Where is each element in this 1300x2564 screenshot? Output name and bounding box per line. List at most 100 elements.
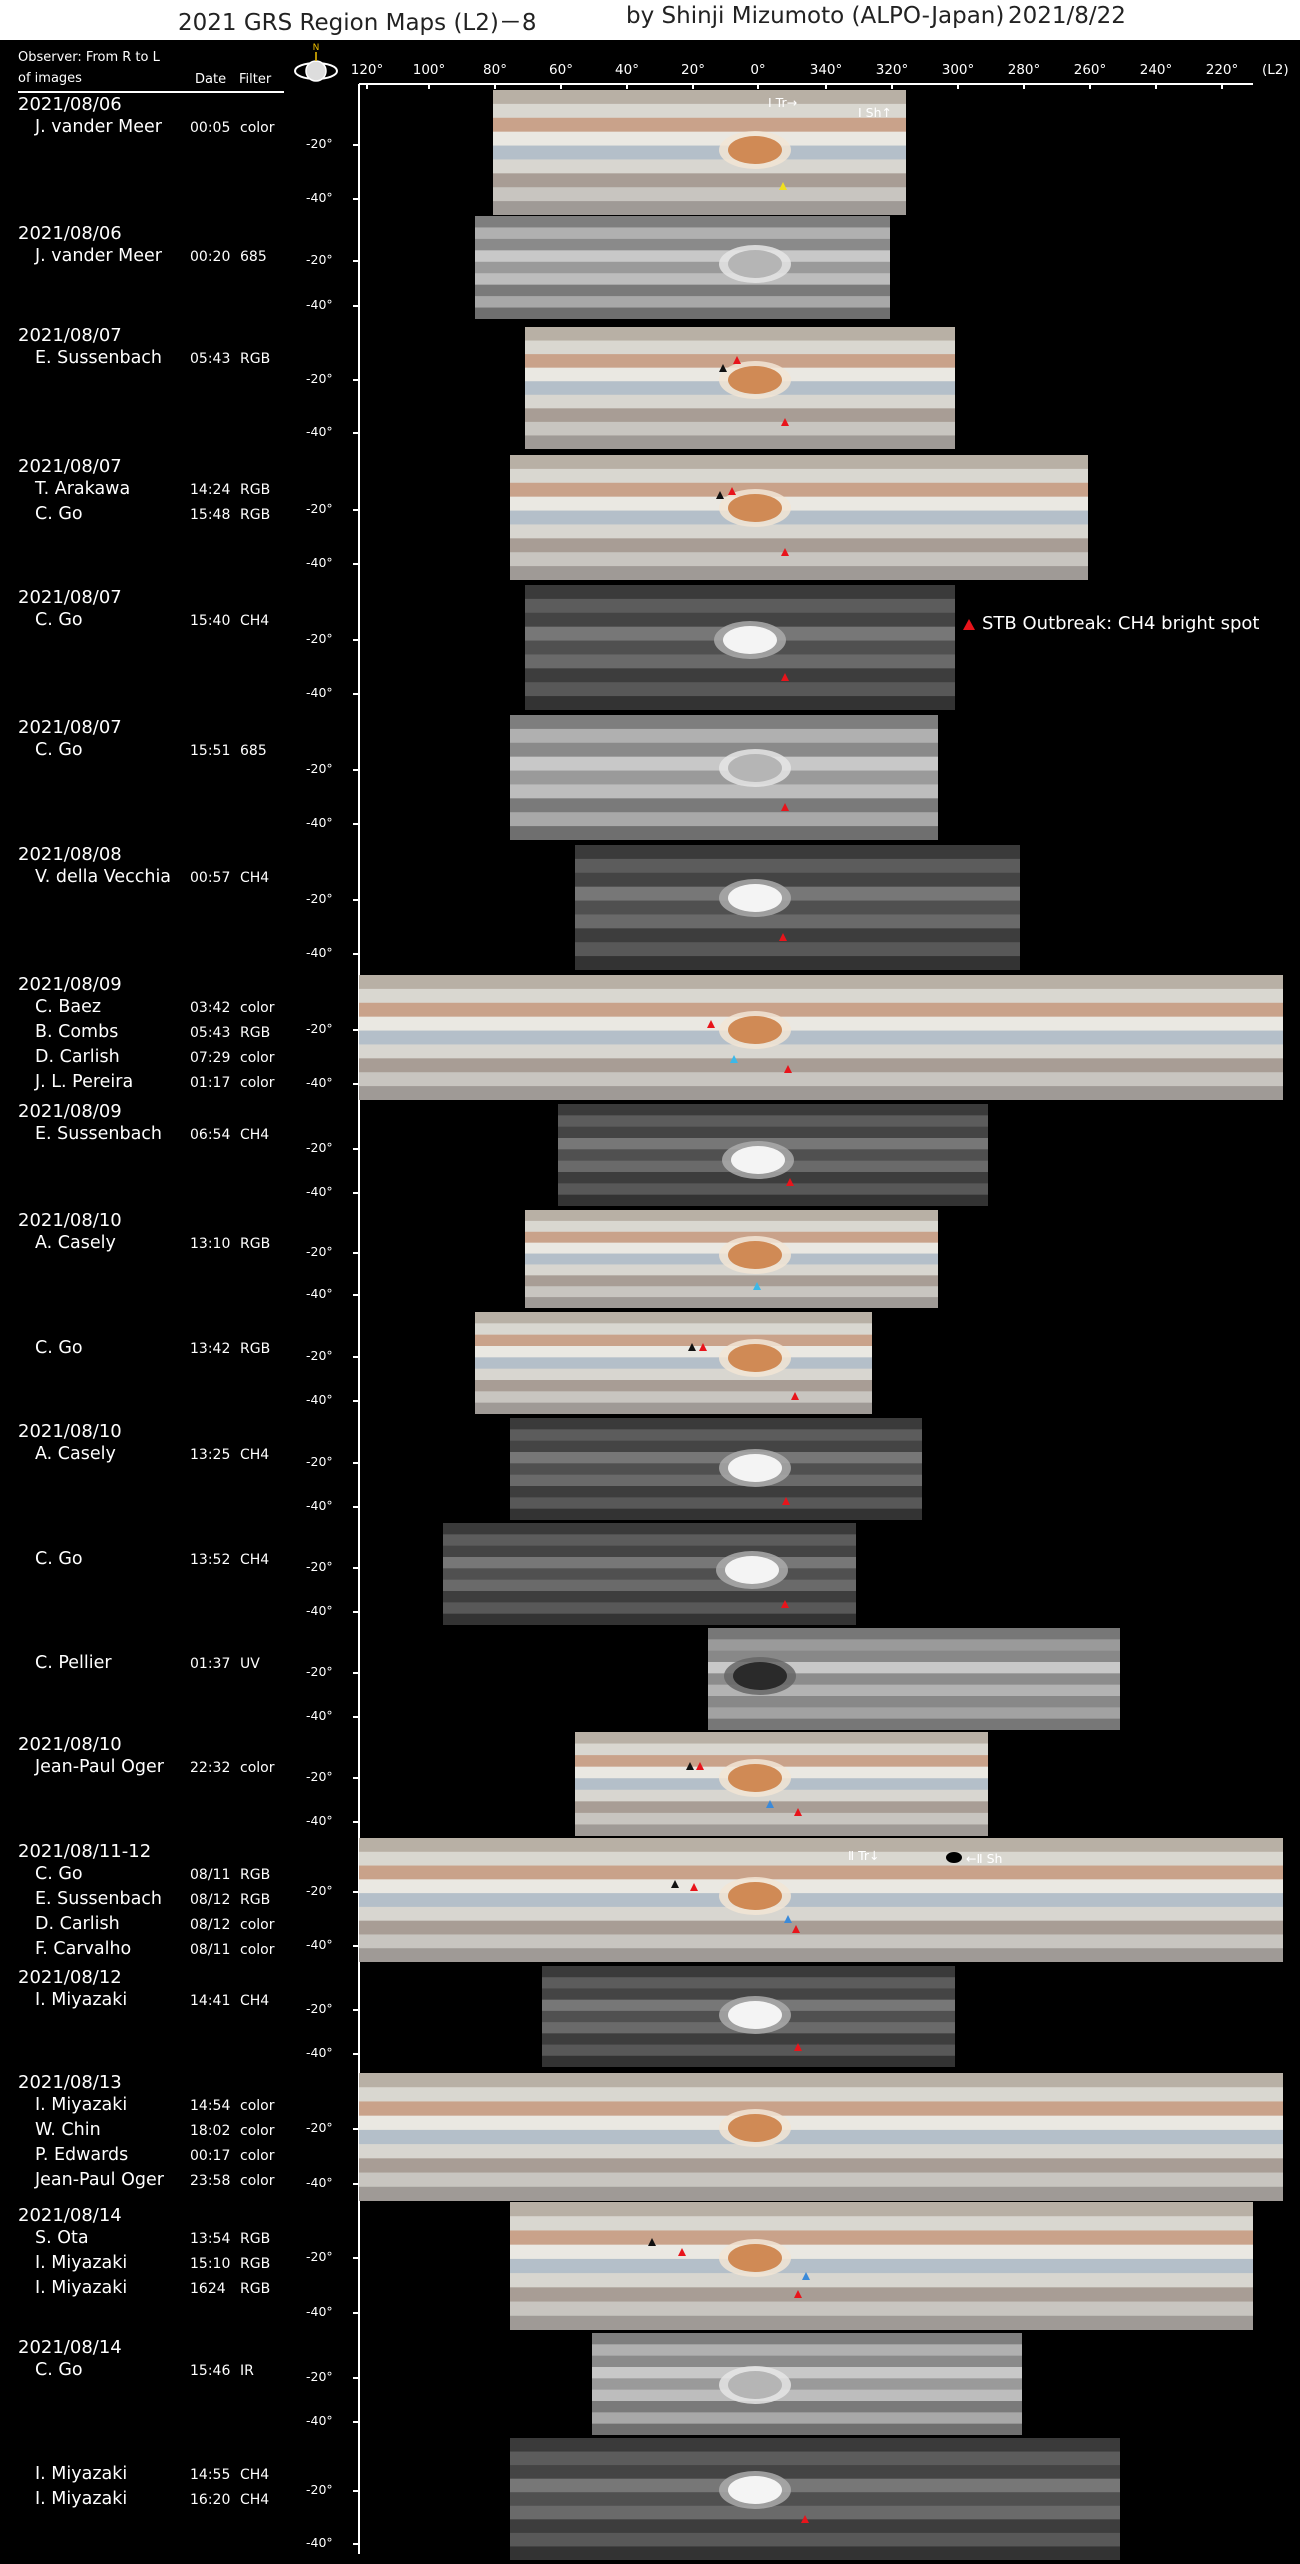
spot-marker-icon bbox=[696, 1762, 704, 1770]
latitude-tick bbox=[353, 2257, 359, 2259]
panel-date: 2021/08/09 bbox=[18, 1101, 122, 1122]
latitude-label: -40° bbox=[306, 685, 333, 700]
longitude-unit: (L2) bbox=[1262, 62, 1289, 78]
header-bar: 2021 GRS Region Maps (L2)－8 by Shinji Mi… bbox=[0, 0, 1300, 40]
latitude-label: -20° bbox=[306, 2369, 333, 2384]
jupiter-strip-image bbox=[510, 455, 1088, 580]
spot-marker-icon bbox=[781, 803, 789, 811]
latitude-label: -40° bbox=[306, 190, 333, 205]
spot-marker-icon bbox=[716, 491, 724, 499]
latitude-label: -20° bbox=[306, 2001, 333, 2016]
panel-date: 2021/08/08 bbox=[18, 844, 122, 865]
spot-marker-icon bbox=[753, 1282, 761, 1290]
jupiter-strip-image bbox=[359, 975, 1283, 1100]
observation-time: 06:54 bbox=[190, 1127, 231, 1143]
longitude-tick-label: 120° bbox=[350, 62, 384, 78]
latitude-tick bbox=[353, 379, 359, 381]
jupiter-strip-image bbox=[510, 2202, 1253, 2330]
latitude-tick bbox=[353, 1356, 359, 1358]
observer-name: I. Miyazaki bbox=[35, 2253, 128, 2273]
spot-marker-icon bbox=[728, 487, 736, 495]
panel-date: 2021/08/10 bbox=[18, 1734, 122, 1755]
latitude-tick bbox=[353, 305, 359, 307]
spot-marker-icon bbox=[781, 418, 789, 426]
date-heading: Date bbox=[195, 72, 227, 87]
latitude-label: -40° bbox=[306, 297, 333, 312]
observer-name: Jean-Paul Oger bbox=[35, 1757, 164, 1777]
latitude-tick bbox=[353, 509, 359, 511]
heading-rule bbox=[18, 91, 284, 93]
jupiter-strip-image bbox=[558, 1104, 988, 1206]
observation-filter: color bbox=[240, 1075, 275, 1091]
latitude-label: -20° bbox=[306, 501, 333, 516]
latitude-label: -40° bbox=[306, 2045, 333, 2060]
observer-name: D. Carlish bbox=[35, 1914, 120, 1934]
latitude-label: -40° bbox=[306, 1708, 333, 1723]
observation-filter: CH4 bbox=[240, 870, 270, 886]
longitude-tick-label: 40° bbox=[615, 62, 639, 78]
spot-marker-icon bbox=[781, 673, 789, 681]
latitude-tick bbox=[353, 2543, 359, 2545]
spot-marker-icon bbox=[786, 1178, 794, 1186]
observation-time: 08/11 bbox=[190, 1942, 231, 1958]
spot-marker-icon bbox=[784, 1065, 792, 1073]
spot-marker-icon bbox=[781, 1600, 789, 1608]
observer-name: I. Miyazaki bbox=[35, 2464, 128, 2484]
latitude-tick bbox=[353, 198, 359, 200]
observer-name: W. Chin bbox=[35, 2120, 101, 2140]
observation-filter: CH4 bbox=[240, 1993, 270, 2009]
longitude-tick-label: 100° bbox=[412, 62, 446, 78]
panel-date: 2021/08/07 bbox=[18, 325, 122, 346]
observation-filter: RGB bbox=[240, 1025, 271, 1041]
moon-shadow-icon bbox=[946, 1852, 962, 1863]
observer-name: C. Pellier bbox=[35, 1653, 112, 1673]
observer-name: C. Go bbox=[35, 740, 83, 760]
latitude-tick bbox=[353, 1821, 359, 1823]
jupiter-strip-image bbox=[475, 216, 890, 319]
latitude-tick bbox=[353, 1891, 359, 1893]
legend-text: STB Outbreak: CH4 bright spot bbox=[982, 613, 1260, 634]
spot-marker-icon bbox=[707, 1020, 715, 1028]
spot-marker-icon bbox=[802, 2272, 810, 2280]
jupiter-strip-image bbox=[359, 2073, 1283, 2201]
spot-marker-icon bbox=[699, 1343, 707, 1351]
observation-time: 00:57 bbox=[190, 870, 231, 886]
observer-name: C. Go bbox=[35, 2360, 83, 2380]
observation-time: 00:17 bbox=[190, 2148, 231, 2164]
jupiter-strip-image bbox=[493, 90, 906, 215]
filter-heading: Filter bbox=[239, 72, 272, 87]
longitude-tick-mark bbox=[1155, 83, 1157, 89]
longitude-tick-label: 80° bbox=[483, 62, 507, 78]
observation-filter: color bbox=[240, 2098, 275, 2114]
observer-name: C. Go bbox=[35, 610, 83, 630]
latitude-tick bbox=[353, 1611, 359, 1613]
latitude-tick bbox=[353, 2183, 359, 2185]
latitude-tick bbox=[353, 2377, 359, 2379]
observer-name: T. Arakawa bbox=[35, 479, 131, 499]
longitude-tick-label: 60° bbox=[549, 62, 573, 78]
spot-marker-icon bbox=[779, 182, 787, 190]
spot-marker-icon bbox=[782, 1497, 790, 1505]
observation-filter: color bbox=[240, 120, 275, 136]
panel-date: 2021/08/14 bbox=[18, 2205, 122, 2226]
shadow-annotation: Ⅰ Sh↑ bbox=[858, 105, 892, 120]
observer-name: J. L. Pereira bbox=[35, 1072, 134, 1092]
latitude-label: -20° bbox=[306, 252, 333, 267]
observation-filter: RGB bbox=[240, 1341, 271, 1357]
latitude-tick bbox=[353, 2053, 359, 2055]
observer-heading-2: of images bbox=[18, 71, 82, 86]
observer-name: J. vander Meer bbox=[35, 117, 162, 137]
observation-time: 15:40 bbox=[190, 613, 231, 629]
observation-filter: color bbox=[240, 1050, 275, 1066]
observation-time: 08/11 bbox=[190, 1867, 231, 1883]
report-date: 2021/8/22 bbox=[1008, 3, 1126, 29]
latitude-tick bbox=[353, 563, 359, 565]
latitude-label: -40° bbox=[306, 1498, 333, 1513]
observer-name: F. Carvalho bbox=[35, 1939, 132, 1959]
spot-marker-icon bbox=[648, 2238, 656, 2246]
spot-marker-icon bbox=[779, 933, 787, 941]
observation-time: 00:05 bbox=[190, 120, 231, 136]
observation-time: 18:02 bbox=[190, 2123, 231, 2139]
latitude-tick bbox=[353, 1148, 359, 1150]
panel-date: 2021/08/07 bbox=[18, 587, 122, 608]
